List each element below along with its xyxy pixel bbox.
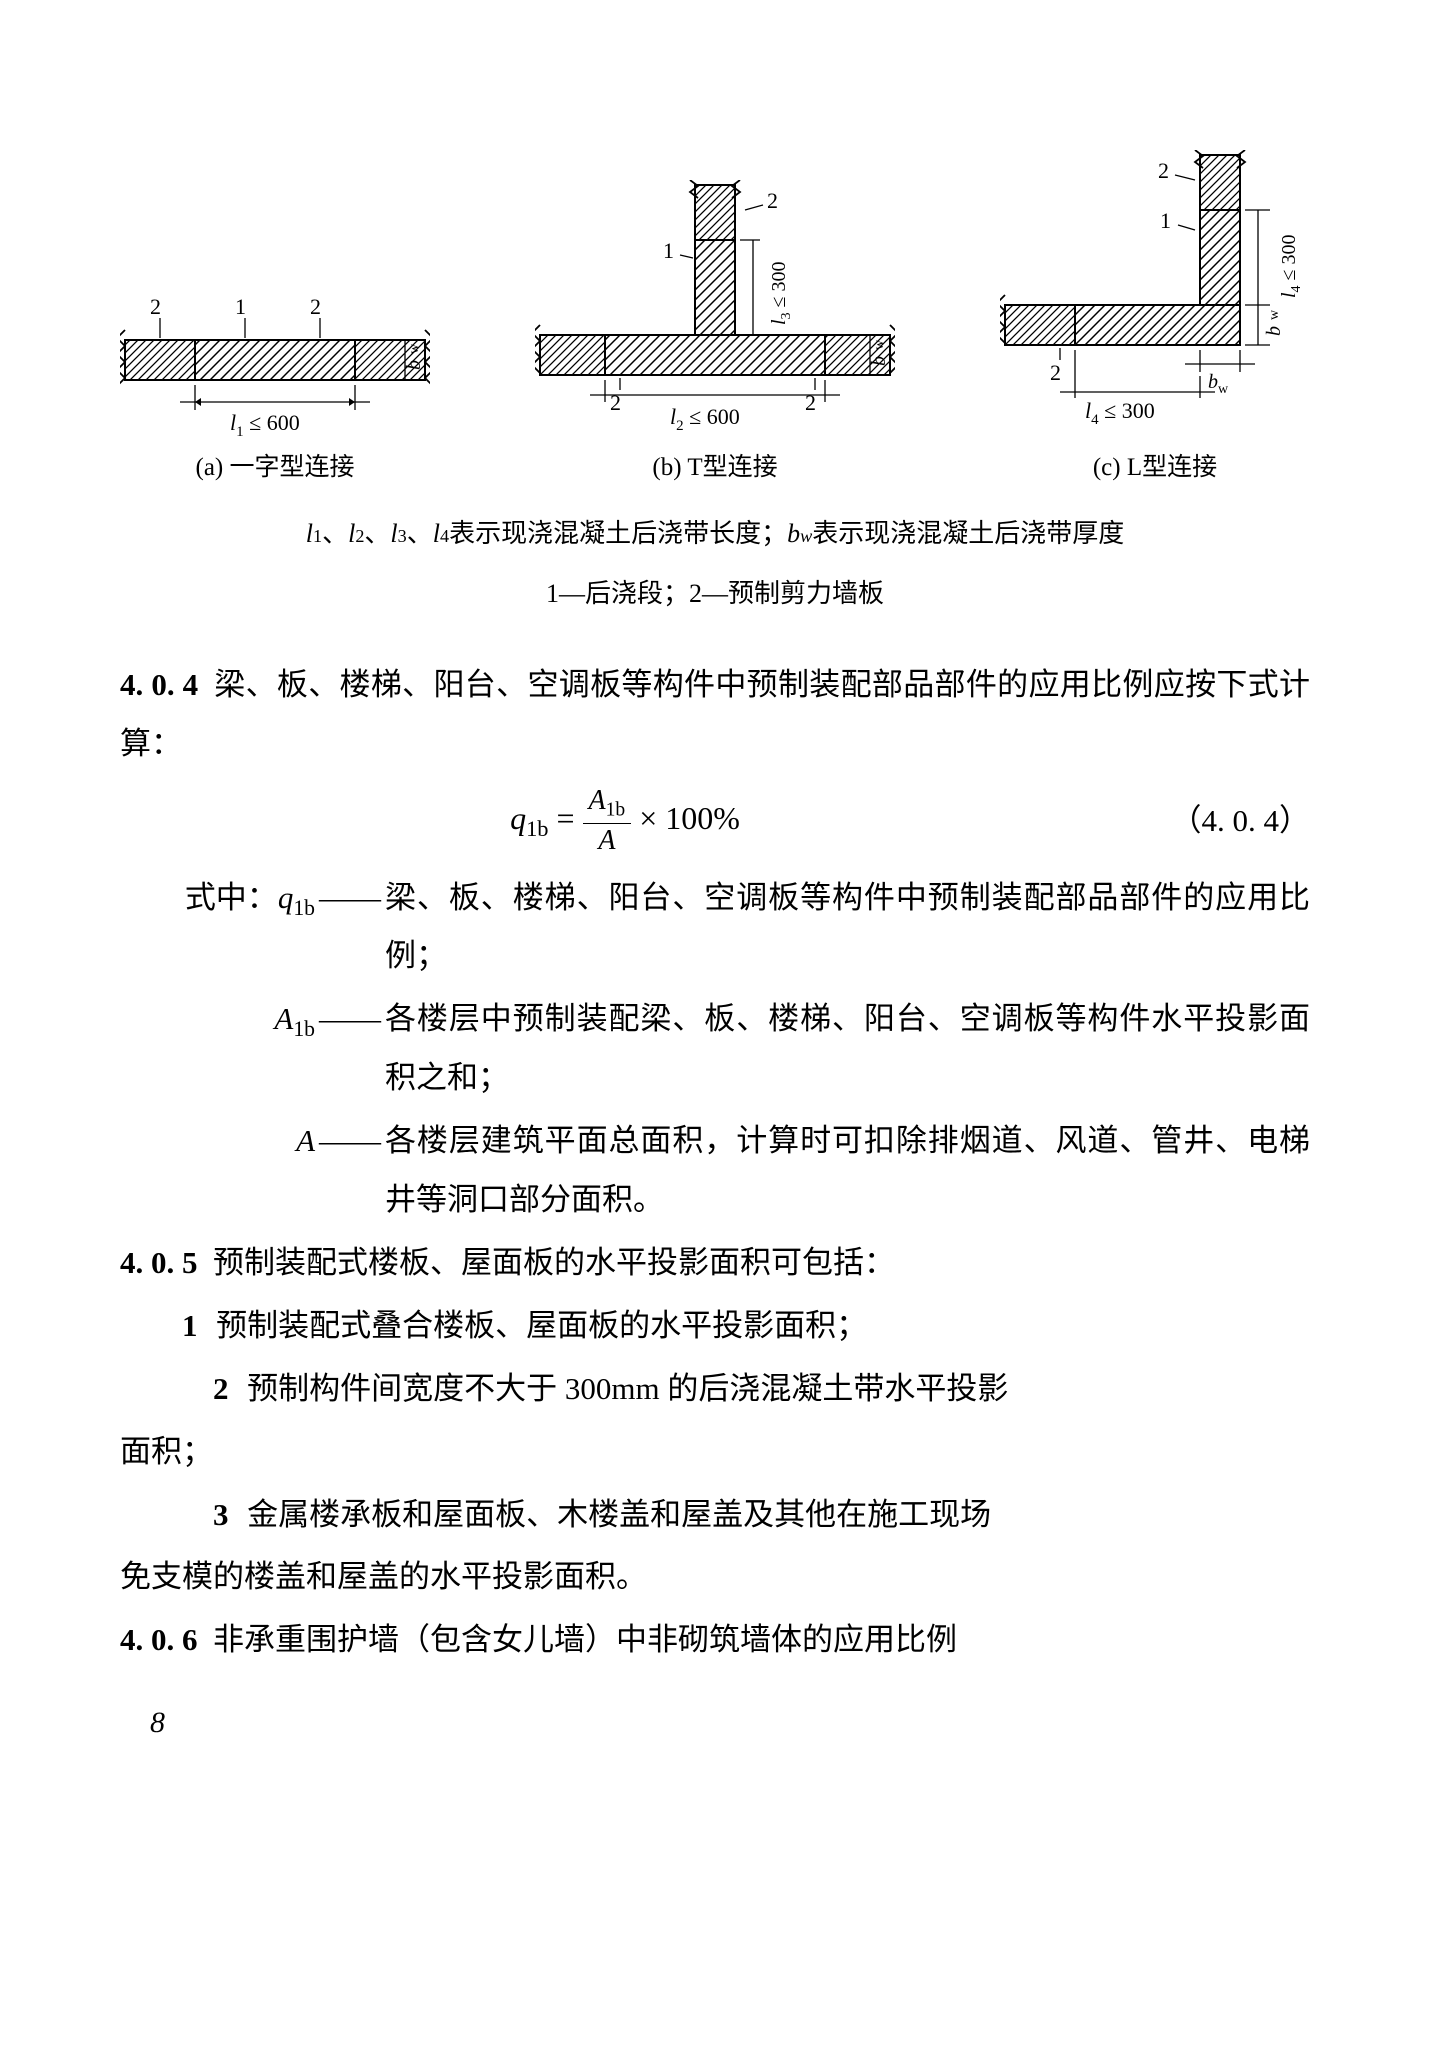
section-404-num: 4. 0. 4 [120, 667, 198, 702]
fig-col-c: 2 1 2 b w l4 ≤ 300 bw l4 [1000, 150, 1310, 496]
figure-note-1: l1、l2、l3、l4表示现浇混凝土后浇带长度；bw表示现浇混凝土后浇带厚度 [120, 512, 1310, 556]
svg-text:l4 ≤ 300: l4 ≤ 300 [1278, 234, 1304, 298]
svg-text:2: 2 [1158, 158, 1169, 183]
def-A: A —— 各楼层建筑平面总面积，计算时可扣除排烟道、风道、管井、电梯井等洞口部分… [120, 1112, 1310, 1230]
svg-text:w: w [1267, 309, 1282, 320]
formula-404-expr: q1b = A1bA × 100% [120, 786, 1130, 857]
svg-text:b: b [1263, 326, 1285, 336]
def-A1b-body: 各楼层中预制装配梁、板、楼梯、阳台、空调板等构件水平投影面积之和； [385, 990, 1310, 1108]
svg-text:2: 2 [310, 294, 321, 319]
def-q1b: 式中：q1b —— 梁、板、楼梯、阳台、空调板等构件中预制装配部品部件的应用比例… [120, 869, 1310, 987]
svg-text:2: 2 [767, 188, 778, 213]
section-406-text: 4. 0. 6 非承重围护墙（包含女儿墙）中非砌筑墙体的应用比例 [120, 1611, 1310, 1670]
svg-text:2: 2 [805, 390, 816, 415]
def-A-body: 各楼层建筑平面总面积，计算时可扣除排烟道、风道、管井、电梯井等洞口部分面积。 [385, 1112, 1310, 1230]
section-405-intro: 4. 0. 5 预制装配式楼板、屋面板的水平投影面积可包括： [120, 1234, 1310, 1293]
svg-text:l4 ≤ 300: l4 ≤ 300 [1085, 398, 1155, 428]
def-A1b: A1b —— 各楼层中预制装配梁、板、楼梯、阳台、空调板等构件水平投影面积之和； [120, 990, 1310, 1108]
section-405-item1: 1预制装配式叠合楼板、屋面板的水平投影面积； [120, 1297, 1310, 1356]
section-404-body: 梁、板、楼梯、阳台、空调板等构件中预制装配部品部件的应用比例应按下式计算： [120, 667, 1310, 761]
fig-col-a: 2 1 2 b w l1 ≤ 600 (a) 一字型连接 [120, 230, 430, 496]
svg-text:w: w [872, 339, 887, 350]
svg-text:l1 ≤ 600: l1 ≤ 600 [230, 410, 300, 440]
diagram-b: 1 2 2 2 l3 ≤ 300 b w l2 ≤ 600 [535, 180, 895, 440]
svg-text:1: 1 [663, 238, 674, 263]
page-number: 8 [120, 1694, 1310, 1751]
svg-text:b: b [868, 356, 890, 366]
section-406-num: 4. 0. 6 [120, 1622, 198, 1657]
def-q1b-body: 梁、板、楼梯、阳台、空调板等构件中预制装配部品部件的应用比例； [385, 869, 1310, 987]
formula-404: q1b = A1bA × 100% （4. 0. 4） [120, 786, 1310, 857]
note1-tail: 表示现浇混凝土后浇带长度； [449, 519, 787, 548]
svg-text:w: w [407, 343, 422, 354]
fig-b-caption: (b) T型连接 [652, 444, 777, 492]
figure-row: 2 1 2 b w l1 ≤ 600 (a) 一字型连接 [120, 150, 1310, 496]
section-405-num: 4. 0. 5 [120, 1245, 198, 1280]
fig-col-b: 1 2 2 2 l3 ≤ 300 b w l2 ≤ 600 (b) T型连接 [535, 180, 895, 496]
svg-text:l2 ≤ 600: l2 ≤ 600 [670, 404, 740, 434]
diagram-c: 2 1 2 b w l4 ≤ 300 bw l4 [1000, 150, 1310, 440]
figure-note-2: 1—后浇段；2—预制剪力墙板 [120, 572, 1310, 616]
section-405-item3: 3金属楼承板和屋面板、木楼盖和屋盖及其他在施工现场 [120, 1486, 1310, 1545]
fig-a-caption: (a) 一字型连接 [196, 444, 355, 492]
svg-text:l3 ≤ 300: l3 ≤ 300 [768, 261, 794, 325]
svg-text:2: 2 [1050, 360, 1061, 385]
svg-text:1: 1 [235, 294, 246, 319]
svg-text:1: 1 [1160, 208, 1171, 233]
svg-text:2: 2 [150, 294, 161, 319]
diagram-a: 2 1 2 b w l1 ≤ 600 [120, 230, 430, 440]
svg-text:b: b [403, 360, 425, 370]
svg-text:2: 2 [610, 390, 621, 415]
section-404-text: 4. 0. 4 梁、板、楼梯、阳台、空调板等构件中预制装配部品部件的应用比例应按… [120, 656, 1310, 774]
formula-404-tag: （4. 0. 4） [1130, 792, 1310, 851]
fig-c-caption: (c) L型连接 [1093, 444, 1217, 492]
section-405-item2: 2预制构件间宽度不大于 300mm 的后浇混凝土带水平投影 [120, 1360, 1310, 1419]
svg-text:bw: bw [1208, 371, 1229, 397]
